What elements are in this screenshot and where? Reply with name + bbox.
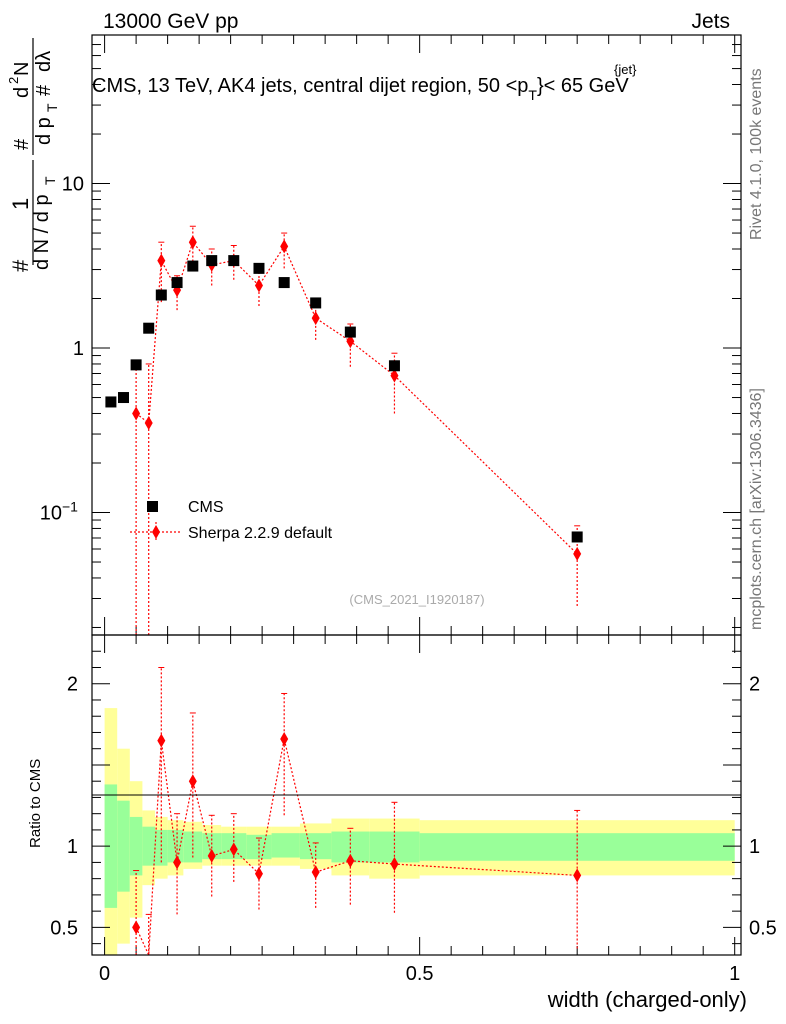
main-y-tick-label: 1: [73, 338, 84, 360]
ratio-point: [207, 848, 216, 863]
title-superscript: {jet}: [614, 62, 637, 77]
inner-band-segment: [271, 833, 300, 858]
ratio-point: [132, 920, 141, 935]
sherpa-point: [280, 239, 289, 254]
ratio-y-tick-label-right: 2: [749, 674, 760, 696]
main-frame: [91, 34, 742, 636]
inner-band-segment: [202, 833, 222, 860]
cms-point: [388, 360, 400, 372]
sherpa-point: [573, 546, 582, 561]
sherpa-point: [157, 253, 166, 268]
ratio-y-tick-label: 2: [67, 674, 78, 696]
legend-marker-cms: [147, 501, 158, 512]
legend-label-cms: CMS: [188, 499, 224, 516]
svg-text:d: d: [11, 87, 33, 98]
svg-text:#: #: [11, 138, 33, 150]
svg-text:d p: d p: [33, 117, 55, 145]
svg-text:#: #: [8, 259, 33, 272]
series-layer: [105, 225, 583, 956]
cms-point: [143, 322, 155, 334]
svg-text:dλ: dλ: [33, 51, 55, 72]
x-tick-label: 0.5: [406, 963, 434, 985]
rivet-label: Rivet 4.1.0, 100k events: [748, 68, 765, 240]
x-axis-label: width (charged-only): [547, 987, 747, 1012]
legend: CMS Sherpa 2.2.9 default: [130, 499, 333, 542]
cms-point: [344, 326, 356, 338]
cms-point: [228, 255, 240, 267]
sherpa-point: [144, 416, 153, 431]
legend-marker-sherpa: [152, 525, 160, 539]
inner-band-segment: [155, 829, 168, 866]
cms-point: [187, 260, 199, 272]
inner-band-segment: [246, 834, 272, 860]
x-tick-label: 1: [729, 963, 740, 985]
ratio-point: [188, 774, 197, 789]
ratio-y-tick-label: 0.5: [50, 917, 78, 939]
sherpa-point: [390, 368, 399, 383]
sherpa-point: [346, 334, 355, 349]
cms-point: [206, 255, 218, 267]
svg-text:1: 1: [8, 198, 33, 210]
main-y-tick-label: 10: [40, 503, 62, 525]
cms-point: [105, 396, 117, 408]
chart-title: CMS, 13 TeV, AK4 jets, central dijet reg…: [92, 62, 637, 103]
svg-text:CMS, 13 TeV, AK4 jets, central: CMS, 13 TeV, AK4 jets, central dijet reg…: [92, 75, 629, 103]
cms-point: [253, 262, 265, 274]
header-right: Jets: [691, 10, 730, 33]
uncertainty-bands: [104, 708, 735, 955]
ratio-point: [254, 866, 263, 881]
ratio-y-tick-label: 1: [67, 836, 78, 858]
legend-label-sherpa: Sherpa 2.2.9 default: [188, 525, 333, 542]
analysis-id: (CMS_2021_I1920187): [349, 592, 484, 607]
cms-point: [278, 277, 290, 289]
sherpa-point: [311, 311, 320, 326]
inner-band-segment: [167, 829, 184, 863]
svg-text:#: #: [33, 84, 55, 96]
ratio-point: [173, 855, 182, 870]
cms-point: [571, 531, 583, 543]
x-tick-label: 0: [99, 963, 110, 985]
ratio-point: [311, 865, 320, 880]
svg-text:T: T: [42, 176, 58, 185]
mcplots-label: mcplots.cern.ch [arXiv:1306.3436]: [748, 388, 765, 630]
main-y-tick-label-exponent: −1: [62, 499, 78, 515]
ratio-y-tick-label-right: 0.5: [749, 917, 777, 939]
svg-text:T: T: [44, 103, 60, 112]
sherpa-point: [132, 406, 141, 421]
header-left: 13000 GeV pp: [103, 10, 238, 33]
svg-text:d N / d p: d N / d p: [31, 194, 53, 270]
ratio-point: [573, 868, 582, 883]
sherpa-point: [188, 235, 197, 250]
ratio-ylabel: Ratio to CMS: [27, 759, 44, 848]
sherpa-point: [254, 278, 263, 293]
svg-text:2: 2: [6, 77, 21, 84]
cms-point: [155, 289, 167, 301]
main-ylabel: # 1 d N / d p T # d 2 N d p T # dλ: [6, 38, 60, 272]
cms-point: [130, 359, 142, 371]
inner-band-segment: [142, 826, 156, 866]
ratio-point: [390, 857, 399, 872]
inner-band-segment: [117, 800, 130, 892]
ratio-point: [280, 731, 289, 746]
inner-band-segment: [104, 784, 118, 908]
svg-text:N: N: [11, 62, 33, 76]
inner-band-segment: [183, 831, 203, 863]
ratio-point: [346, 853, 355, 868]
ratio-point: [229, 842, 238, 857]
ratio-point: [157, 733, 166, 748]
ratio-y-tick-label-right: 1: [749, 836, 760, 858]
cms-point: [118, 392, 130, 404]
cms-point: [310, 297, 322, 309]
main-y-tick-label: 10: [62, 174, 84, 196]
inner-band-segment: [129, 816, 143, 876]
cms-point: [171, 277, 183, 289]
